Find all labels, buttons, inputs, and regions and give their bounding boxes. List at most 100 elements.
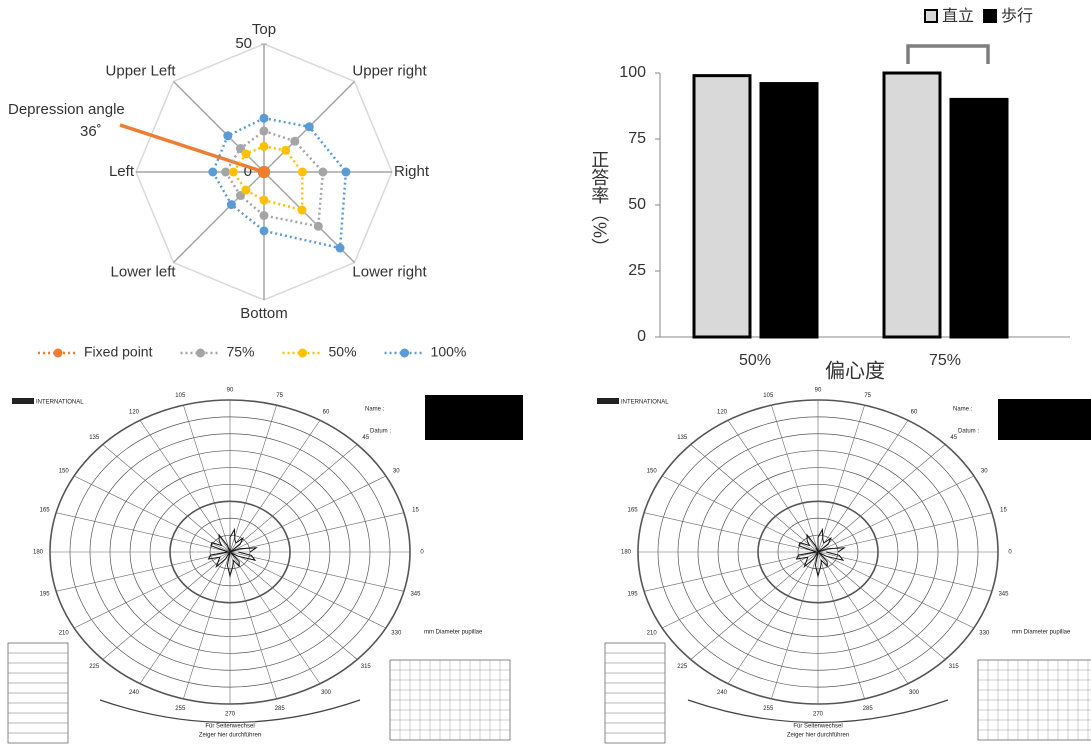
perimetry-chart: 0153045607590105120135150165180195210225… [597, 388, 1091, 743]
angle-label: 15 [1000, 508, 1007, 514]
angle-label: 285 [275, 706, 286, 712]
y-tick-label: 75 [628, 130, 646, 147]
footer-text: Zeiger hier durchführen [199, 733, 261, 739]
angle-label: 150 [647, 469, 658, 475]
radar-point [260, 211, 269, 220]
bar [951, 99, 1007, 337]
figure: TopUpper rightRightLower rightBottomLowe… [0, 0, 1091, 746]
angle-label: 105 [175, 393, 186, 399]
axis-label: Top [252, 21, 276, 38]
sheet-header: INTERNATIONAL [36, 400, 84, 406]
angle-label: 330 [979, 631, 990, 637]
logo [597, 398, 619, 404]
meridian [818, 552, 992, 591]
angle-label: 195 [40, 592, 51, 598]
legend-label: 100% [431, 344, 467, 360]
legend-marker [54, 349, 63, 358]
legend-label: 歩行 [1001, 7, 1033, 25]
axis-label: Upper right [352, 63, 427, 80]
y-tick-label: 25 [628, 262, 646, 279]
angle-label: 225 [677, 664, 688, 670]
angle-label: 255 [763, 706, 774, 712]
radar-point [260, 142, 269, 151]
pupil-label: mm Diameter pupillae [424, 630, 483, 636]
meridian [644, 513, 818, 552]
axis-label: Right [394, 163, 430, 180]
radar-point [290, 137, 299, 146]
x-tick-label: 50% [739, 352, 771, 369]
angle-label: 135 [677, 435, 688, 441]
perimetry-chart: 0153045607590105120135150165180195210225… [8, 388, 510, 743]
meridian [691, 552, 818, 659]
meridian [230, 552, 277, 699]
radar-point [221, 168, 230, 177]
sheet-header: INTERNATIONAL [621, 400, 669, 406]
meridian [230, 552, 357, 659]
legend-marker [298, 349, 307, 358]
x-tick-label: 75% [929, 352, 961, 369]
r-tick-label: 50 [235, 35, 252, 52]
angle-label: 165 [628, 508, 639, 514]
legend-label: 75% [226, 344, 254, 360]
angle-label: 60 [323, 409, 330, 415]
radar-point [241, 186, 250, 195]
radar-point [305, 122, 314, 131]
meridian [818, 552, 865, 699]
meridian [644, 552, 818, 591]
meridian [818, 405, 865, 552]
angle-label: 285 [863, 706, 874, 712]
legend-marker [925, 10, 937, 22]
angle-label: 105 [763, 393, 774, 399]
angle-label: 315 [361, 664, 372, 670]
radar-point [314, 222, 323, 231]
y-tick-label: 100 [619, 64, 646, 81]
meridian [183, 552, 230, 699]
legend-label: 50% [329, 344, 357, 360]
angle-label: 330 [391, 631, 402, 637]
page: {"chart_data":[ {"type":"radar","axes":[… [0, 0, 1091, 746]
pupil-label: mm Diameter pupillae [1012, 630, 1071, 636]
footer-text: Für Seitenwechsel [205, 724, 254, 730]
angle-label: 270 [225, 712, 236, 718]
angle-label: 135 [89, 435, 100, 441]
meridian [771, 552, 818, 699]
angle-label: 30 [981, 469, 988, 475]
angle-label: 240 [717, 690, 728, 696]
meridian [56, 513, 230, 552]
radar-point [208, 168, 217, 177]
angle-label: 60 [911, 409, 918, 415]
angle-label: 165 [40, 508, 51, 514]
radar-point [281, 146, 290, 155]
radar-axis [173, 172, 264, 263]
axis-label: Lower right [352, 263, 427, 280]
angle-label: 345 [410, 592, 421, 598]
meridian [771, 405, 818, 552]
y-tick-label: 50 [628, 196, 646, 213]
bar [761, 84, 817, 337]
x-axis-title: 偏心度 [825, 359, 885, 382]
radar-point [336, 244, 345, 253]
radar-point [298, 168, 307, 177]
angle-label: 45 [362, 435, 369, 441]
angle-label: 300 [909, 690, 920, 696]
angle-label: 225 [89, 664, 100, 670]
legend-marker [400, 349, 409, 358]
legend-label: Fixed point [84, 344, 153, 360]
angle-label: 30 [393, 469, 400, 475]
legend-marker [196, 349, 205, 358]
angle-label: 15 [412, 508, 419, 514]
annotation: Depression angle [8, 101, 125, 118]
name-label: Name : [953, 407, 973, 413]
legend-label: 直立 [942, 7, 974, 25]
angle-label: 75 [276, 393, 283, 399]
meridian [230, 405, 277, 552]
angle-label: 270 [813, 712, 824, 718]
radar-point [260, 114, 269, 123]
y-axis-title: 正答率（%） [589, 150, 609, 256]
angle-label: 345 [998, 592, 1009, 598]
meridian [230, 445, 357, 552]
angle-label: 300 [321, 690, 332, 696]
meridian [230, 513, 404, 552]
date-label: Datum : [370, 429, 391, 435]
meridian [56, 552, 230, 591]
